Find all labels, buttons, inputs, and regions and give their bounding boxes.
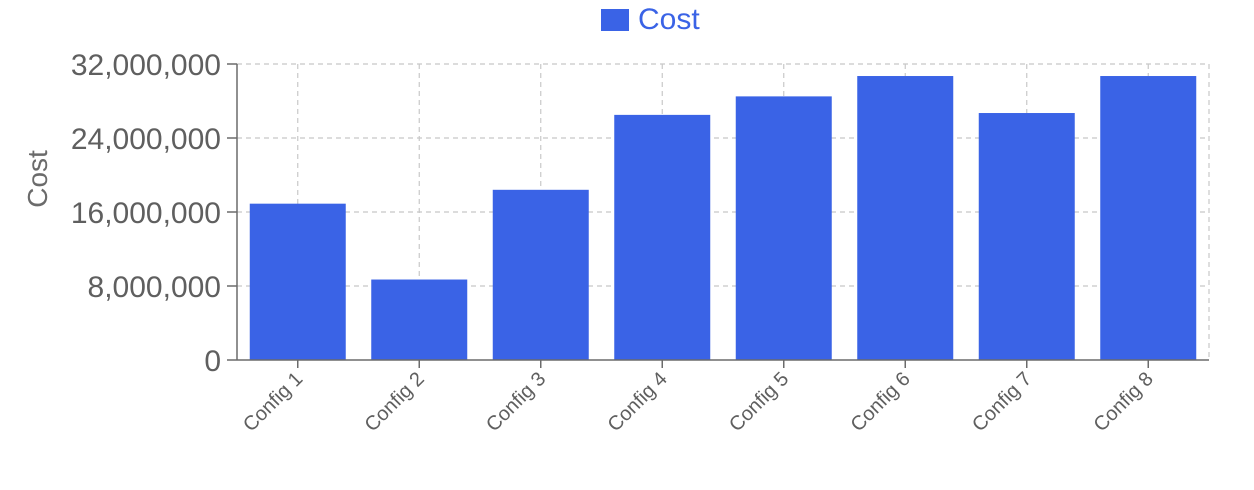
y-tick-label: 16,000,000 [71, 197, 221, 230]
legend-swatch-cost [601, 9, 629, 31]
y-tick-label: 0 [204, 345, 221, 378]
legend-label-cost: Cost [638, 3, 700, 36]
x-tick-label: Config 7 [968, 368, 1036, 436]
y-axis-title: Cost [22, 150, 53, 208]
y-tick-label: 24,000,000 [71, 123, 221, 156]
x-tick-label: Config 3 [482, 368, 550, 436]
bar-config-5 [735, 96, 832, 360]
legend: Cost [601, 3, 700, 36]
x-tick-label: Config 4 [604, 368, 672, 436]
bar-config-2 [371, 279, 468, 360]
x-tick-label: Config 2 [361, 368, 429, 436]
bar-config-7 [978, 113, 1075, 361]
x-tick-label: Config 1 [239, 368, 307, 436]
bar-config-3 [492, 189, 589, 360]
bar-config-8 [1100, 76, 1197, 361]
x-tick-label: Config 5 [725, 368, 793, 436]
y-tick-label: 32,000,000 [71, 49, 221, 82]
x-tick-label: Config 8 [1090, 368, 1158, 436]
y-axis: 0 8,000,000 16,000,000 24,000,000 32,000,000 [71, 49, 238, 378]
x-axis: Config 1 Config 2 Config 3 Config 4 Config 5… [237, 359, 1209, 436]
bar-config-1 [249, 203, 346, 360]
bar-config-4 [614, 114, 711, 360]
x-tick-label: Config 6 [847, 368, 915, 436]
y-tick-label: 8,000,000 [88, 271, 221, 304]
bars [249, 76, 1197, 361]
bar-config-6 [857, 76, 954, 361]
